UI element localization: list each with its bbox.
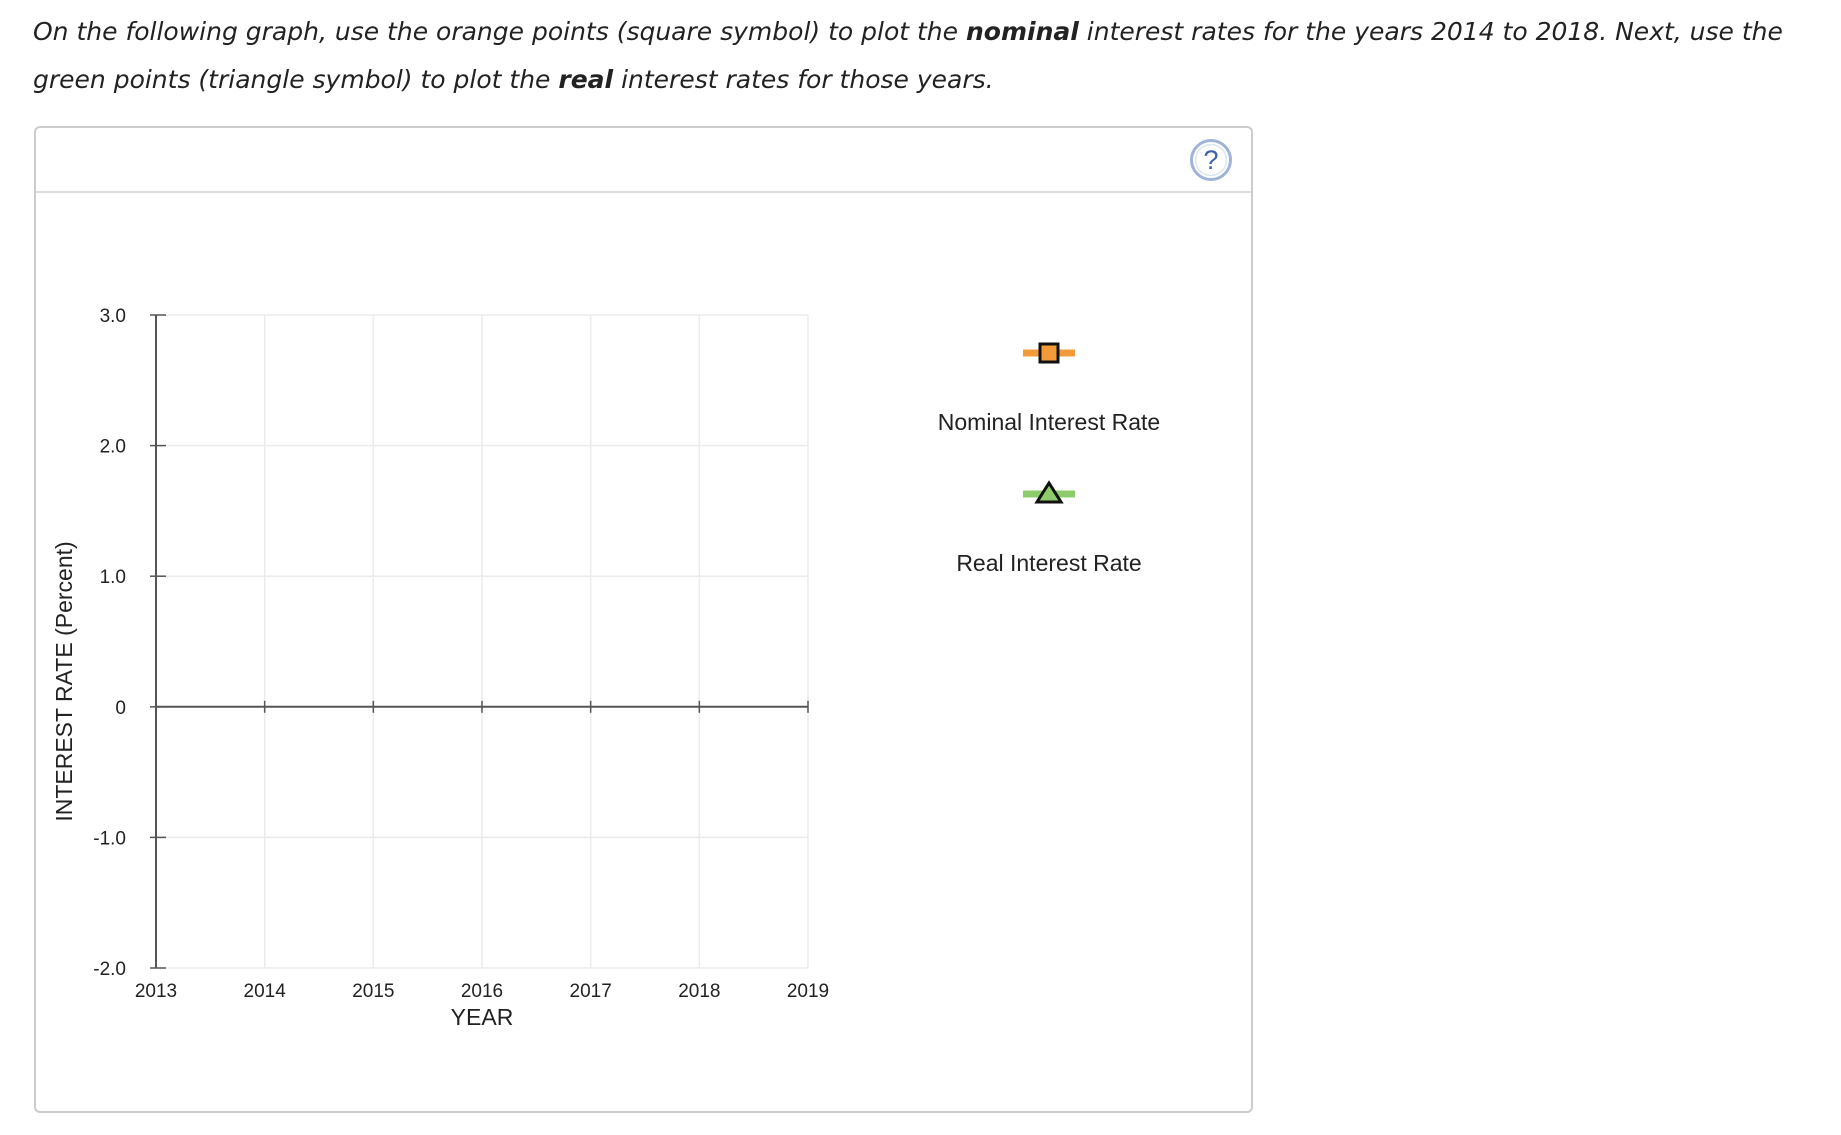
help-icon[interactable]: ? bbox=[1189, 138, 1233, 182]
instructions-bold-nominal: nominal bbox=[965, 17, 1079, 46]
y-tick-label: 2.0 bbox=[100, 437, 126, 458]
instructions-text-3: interest rates for those years. bbox=[613, 65, 994, 94]
x-tick-label: 2019 bbox=[787, 981, 829, 1002]
y-axis-title: INTEREST RATE (Percent) bbox=[51, 541, 77, 821]
real-legend-label: Real Interest Rate bbox=[956, 550, 1141, 576]
instructions-text-1: On the following graph, use the orange p… bbox=[33, 17, 966, 46]
x-tick-label: 2014 bbox=[244, 981, 287, 1002]
y-tick-label: -1.0 bbox=[93, 828, 126, 849]
x-tick-label: 2013 bbox=[135, 981, 177, 1002]
graph-panel: ? 3.0 2.0 1.0 0 -1.0 -2.0 2013 2014 2015 2016 2017… bbox=[34, 126, 1253, 1113]
y-tick-label: 3.0 bbox=[100, 306, 126, 327]
chart-area: 3.0 2.0 1.0 0 -1.0 -2.0 2013 2014 2015 2016 2017 20… bbox=[51, 306, 1160, 1030]
help-icon-label: ? bbox=[1203, 145, 1218, 175]
x-axis-title: YEAR bbox=[451, 1004, 514, 1030]
instructions-text-2: interest rates for the years 2014 to 201… bbox=[33, 17, 1783, 94]
x-tick-label: 2018 bbox=[678, 981, 720, 1002]
nominal-square-point-tool[interactable] bbox=[1038, 342, 1060, 364]
instructions: On the following graph, use the orange p… bbox=[33, 8, 1823, 104]
panel-header: ? bbox=[36, 128, 1251, 193]
x-tick-label: 2016 bbox=[461, 981, 503, 1002]
real-triangle-point-tool[interactable] bbox=[1034, 480, 1064, 504]
instructions-bold-real: real bbox=[558, 65, 614, 94]
x-tick-label: 2017 bbox=[570, 981, 612, 1002]
y-tick-label: 0 bbox=[115, 698, 126, 719]
x-tick-label: 2015 bbox=[352, 981, 394, 1002]
nominal-legend-label: Nominal Interest Rate bbox=[938, 409, 1160, 435]
y-tick-label: 1.0 bbox=[100, 567, 126, 588]
y-tick-label: -2.0 bbox=[93, 959, 126, 980]
